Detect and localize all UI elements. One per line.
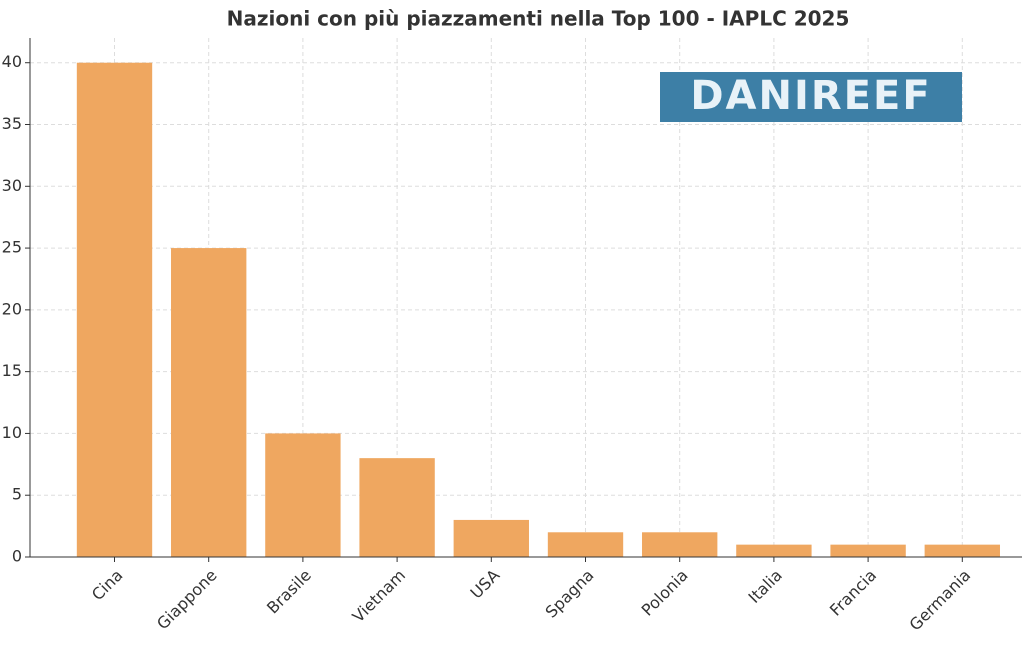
bar xyxy=(830,544,906,557)
y-tick-label: 0 xyxy=(12,547,22,566)
x-tick-label: Italia xyxy=(745,566,786,607)
y-tick-label: 10 xyxy=(2,423,22,442)
bar xyxy=(736,544,812,557)
x-tick-label: Cina xyxy=(88,566,127,605)
x-tick-label: Vietnam xyxy=(349,566,410,627)
y-tick-label: 35 xyxy=(2,114,22,133)
bar xyxy=(547,532,624,557)
bar xyxy=(171,248,247,558)
watermark: DANIREEF xyxy=(690,73,931,119)
x-tick-label: Brasile xyxy=(263,566,315,618)
x-tick-label: Polonia xyxy=(638,566,692,620)
y-tick-label: 25 xyxy=(2,238,22,257)
x-tick-label: Giappone xyxy=(153,566,221,634)
chart-title: Nazioni con più piazzamenti nella Top 10… xyxy=(227,7,850,31)
bar xyxy=(453,519,529,557)
y-tick-label: 15 xyxy=(2,361,22,380)
y-tick-label: 40 xyxy=(2,52,22,71)
y-tick-label: 20 xyxy=(2,299,22,318)
x-tick-label: Germania xyxy=(905,566,974,635)
x-tick-label: USA xyxy=(466,566,503,603)
bar xyxy=(642,532,718,557)
bar xyxy=(359,458,435,557)
bar xyxy=(265,433,341,557)
x-tick-label: Spagna xyxy=(541,566,597,622)
x-tick-label: Francia xyxy=(826,566,880,620)
bar xyxy=(924,544,1000,557)
y-tick-label: 30 xyxy=(2,176,22,195)
watermark-box xyxy=(660,72,962,122)
y-tick-label: 5 xyxy=(12,485,22,504)
bar xyxy=(76,62,153,557)
